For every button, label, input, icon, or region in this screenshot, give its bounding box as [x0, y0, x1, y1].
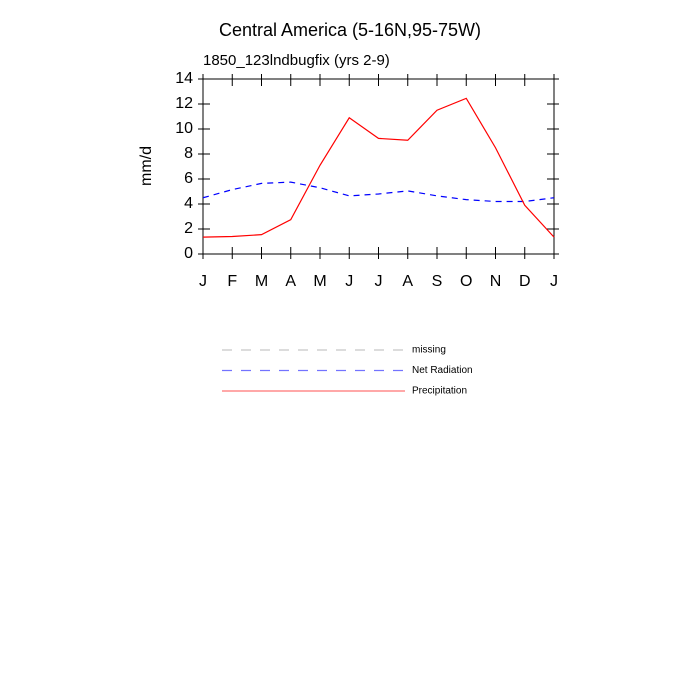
y-tick-label: 14 [175, 70, 193, 87]
legend-label: Net Radiation [412, 365, 473, 376]
x-tick-label: J [199, 273, 207, 290]
x-tick-label: S [432, 273, 443, 290]
y-tick-label: 4 [184, 195, 193, 212]
x-tick-label: F [227, 273, 237, 290]
y-tick-label: 8 [184, 145, 193, 162]
y-tick-label: 0 [184, 245, 193, 262]
chart-subtitle: 1850_123lndbugfix (yrs 2-9) [203, 52, 390, 69]
x-tick-label: N [490, 273, 502, 290]
y-tick-label: 6 [184, 170, 193, 187]
x-tick-label: O [460, 273, 472, 290]
series-line [202, 181, 555, 203]
x-tick-label: J [345, 273, 353, 290]
series-line [202, 97, 555, 238]
x-tick-label: M [313, 273, 326, 290]
plot-frame [202, 78, 555, 255]
x-tick-label: J [550, 273, 558, 290]
x-tick-label: A [402, 273, 413, 290]
x-tick-label: A [285, 273, 296, 290]
y-axis-label: mm/d [138, 146, 155, 186]
legend-label: missing [412, 345, 446, 356]
legend-label: Precipitation [412, 386, 467, 397]
y-tick-label: 2 [184, 220, 193, 237]
y-tick-label: 12 [175, 95, 193, 112]
chart-title: Central America (5-16N,95-75W) [219, 20, 481, 40]
x-tick-label: J [375, 273, 383, 290]
x-tick-label: D [519, 273, 531, 290]
x-tick-label: M [255, 273, 268, 290]
y-tick-label: 10 [175, 120, 193, 137]
